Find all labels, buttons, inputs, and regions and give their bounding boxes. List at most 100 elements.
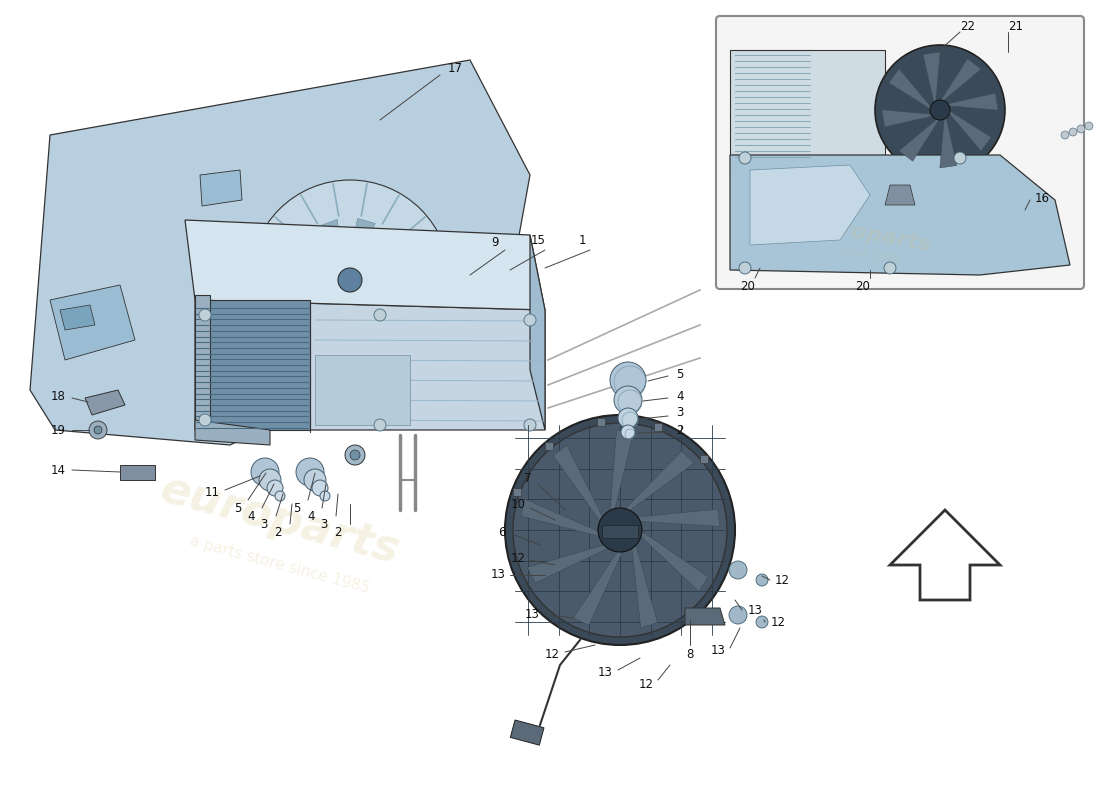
Bar <box>510 720 544 745</box>
Polygon shape <box>195 300 544 430</box>
Text: 13: 13 <box>597 666 613 678</box>
Circle shape <box>524 314 536 326</box>
Circle shape <box>614 386 642 414</box>
Text: 3: 3 <box>676 406 684 419</box>
Circle shape <box>884 262 896 274</box>
Circle shape <box>345 445 365 465</box>
Polygon shape <box>624 451 694 512</box>
Circle shape <box>729 561 747 579</box>
Polygon shape <box>899 118 940 162</box>
Polygon shape <box>597 418 605 426</box>
Text: 3: 3 <box>261 518 267 531</box>
Polygon shape <box>50 285 135 360</box>
Text: 17: 17 <box>448 62 462 74</box>
Text: 12: 12 <box>544 649 560 662</box>
Polygon shape <box>730 50 886 170</box>
Polygon shape <box>288 274 342 292</box>
Circle shape <box>524 419 536 431</box>
Polygon shape <box>315 355 410 425</box>
Polygon shape <box>886 185 915 205</box>
Circle shape <box>199 309 211 321</box>
Text: a parts store since 1985: a parts store since 1985 <box>188 534 372 596</box>
Polygon shape <box>353 234 404 271</box>
Polygon shape <box>185 220 544 310</box>
Circle shape <box>304 469 326 491</box>
Text: 9: 9 <box>492 235 498 249</box>
Circle shape <box>756 574 768 586</box>
Polygon shape <box>359 268 411 286</box>
Circle shape <box>374 309 386 321</box>
Polygon shape <box>294 238 340 280</box>
Text: 1: 1 <box>579 234 585 247</box>
Text: 3: 3 <box>320 518 328 531</box>
Text: 6: 6 <box>498 526 506 538</box>
Text: 13: 13 <box>711 643 725 657</box>
Text: 18: 18 <box>51 390 65 402</box>
Polygon shape <box>553 445 604 523</box>
Polygon shape <box>195 300 310 430</box>
Text: 10: 10 <box>510 498 526 511</box>
Circle shape <box>89 421 107 439</box>
Circle shape <box>618 408 638 428</box>
Polygon shape <box>882 110 934 127</box>
Circle shape <box>258 469 280 491</box>
Circle shape <box>505 415 735 645</box>
Circle shape <box>954 152 966 164</box>
Polygon shape <box>521 499 602 537</box>
Polygon shape <box>360 280 406 322</box>
Polygon shape <box>195 420 270 445</box>
Text: 15: 15 <box>530 234 546 247</box>
Text: 19: 19 <box>51 423 66 437</box>
Polygon shape <box>60 305 95 330</box>
Polygon shape <box>631 543 658 628</box>
Polygon shape <box>940 58 981 102</box>
Text: europarts: europarts <box>155 467 405 573</box>
Circle shape <box>1069 128 1077 136</box>
Text: 2: 2 <box>274 526 282 538</box>
Text: 12: 12 <box>770 615 785 629</box>
Circle shape <box>1077 125 1085 133</box>
Polygon shape <box>730 155 1070 275</box>
FancyBboxPatch shape <box>716 16 1084 289</box>
Polygon shape <box>685 608 725 625</box>
Circle shape <box>621 425 635 439</box>
Circle shape <box>874 45 1005 175</box>
Text: 12: 12 <box>774 574 790 586</box>
Polygon shape <box>356 286 381 341</box>
Text: since 1985: since 1985 <box>839 245 901 265</box>
Circle shape <box>513 423 727 637</box>
Circle shape <box>739 262 751 274</box>
Circle shape <box>598 508 642 552</box>
Polygon shape <box>30 60 530 445</box>
Polygon shape <box>200 170 242 206</box>
Text: 22: 22 <box>960 19 976 33</box>
Text: 5: 5 <box>234 502 242 514</box>
Polygon shape <box>320 219 343 274</box>
Polygon shape <box>346 218 375 270</box>
Polygon shape <box>889 69 932 110</box>
Circle shape <box>338 268 362 292</box>
Circle shape <box>1062 131 1069 139</box>
Text: 20: 20 <box>856 279 870 293</box>
Polygon shape <box>527 544 610 583</box>
Circle shape <box>610 362 646 398</box>
Text: 21: 21 <box>1009 19 1023 33</box>
Circle shape <box>312 480 328 496</box>
Polygon shape <box>610 430 634 513</box>
Polygon shape <box>120 465 155 480</box>
Polygon shape <box>890 510 1000 600</box>
Text: 2: 2 <box>676 423 684 437</box>
Text: 12: 12 <box>638 678 653 690</box>
Polygon shape <box>530 235 544 430</box>
Text: 4: 4 <box>307 510 315 522</box>
Polygon shape <box>750 165 870 245</box>
Text: 5: 5 <box>676 367 684 381</box>
Circle shape <box>930 100 950 120</box>
Text: 20: 20 <box>740 279 756 293</box>
Polygon shape <box>946 93 998 110</box>
Text: 13: 13 <box>491 569 505 582</box>
Text: 8: 8 <box>686 649 694 662</box>
Circle shape <box>374 419 386 431</box>
Circle shape <box>267 480 283 496</box>
Text: 2: 2 <box>334 526 342 538</box>
